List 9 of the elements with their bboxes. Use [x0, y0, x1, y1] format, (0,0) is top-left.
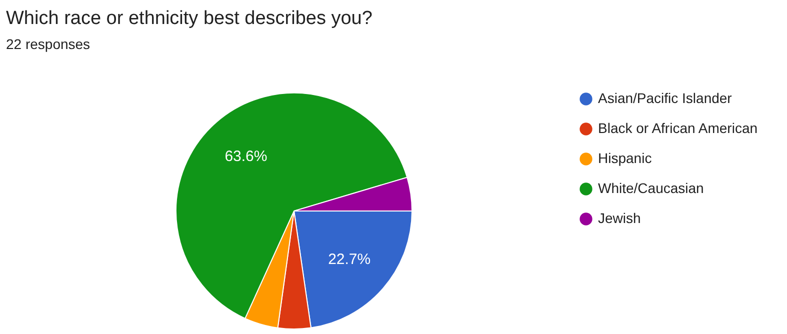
- legend-label: Jewish: [598, 210, 641, 226]
- legend-label: Asian/Pacific Islander: [598, 90, 732, 106]
- legend-label: White/Caucasian: [598, 180, 704, 196]
- chart-title: Which race or ethnicity best describes you?: [6, 8, 372, 29]
- legend-label: Hispanic: [598, 150, 652, 166]
- legend-label: Black or African American: [598, 120, 758, 136]
- data-label: 63.6%: [224, 148, 268, 165]
- text: 22 responses: [6, 36, 90, 52]
- data-label: 22.7%: [328, 250, 371, 268]
